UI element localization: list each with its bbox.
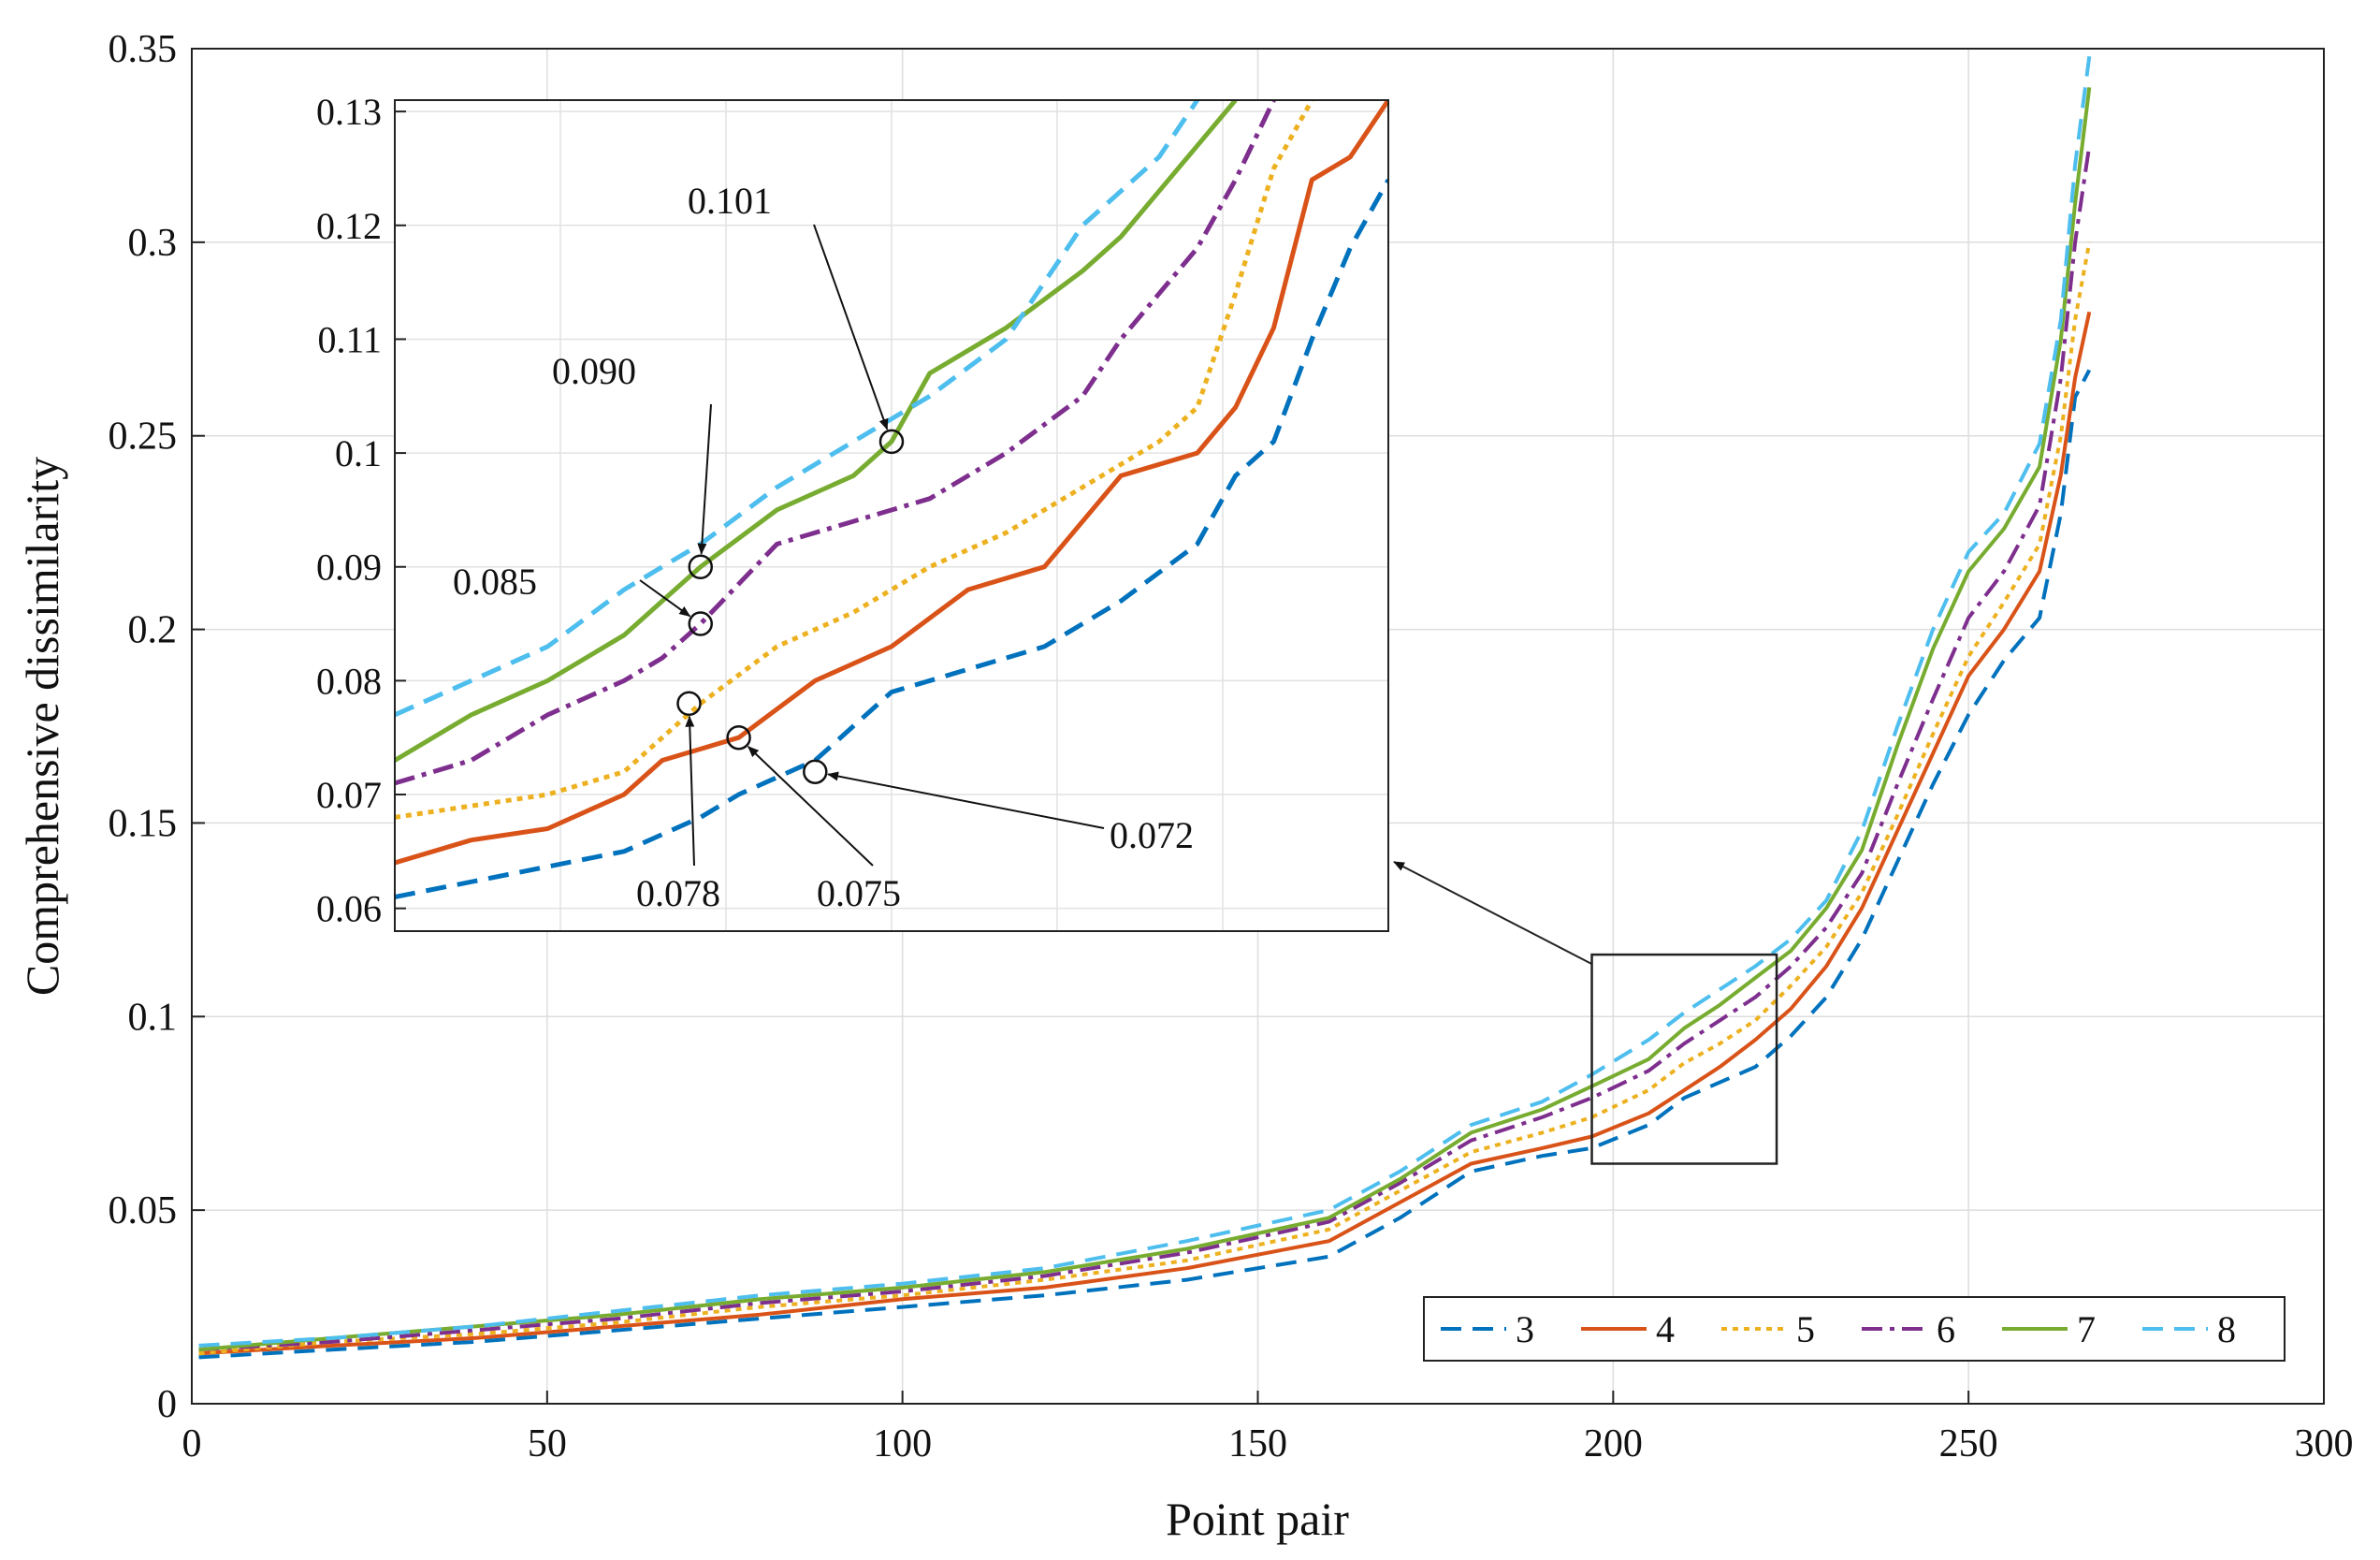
annotation-marker bbox=[878, 429, 905, 455]
y-axis-title: Comprehensive dissimilarity bbox=[16, 457, 68, 996]
y-tick-label: 0.25 bbox=[109, 416, 178, 459]
y-axis-ticks: 0 0.05 0.1 0.15 0.2 0.25 0.3 0.35 bbox=[109, 28, 205, 1426]
x-axis-title: Point pair bbox=[1166, 1493, 1349, 1545]
zoom-connector-arrow bbox=[1393, 861, 1593, 965]
inset-y-tick-label: 0.1 bbox=[335, 432, 382, 474]
inset-y-tick-label: 0.06 bbox=[316, 888, 382, 930]
annotation-label: 0.075 bbox=[817, 872, 901, 914]
inset-plot: 0.06 0.07 0.08 0.09 0.1 0.11 0.12 0.13 0.101 0.0… bbox=[316, 91, 1389, 932]
annotation-arrow bbox=[827, 771, 1105, 829]
series-line-7 bbox=[198, 87, 2092, 1352]
annotation-label: 0.090 bbox=[552, 350, 636, 392]
legend-label-8: 8 bbox=[2217, 1308, 2236, 1350]
annotation-arrow bbox=[639, 579, 691, 618]
annotation-arrow bbox=[747, 746, 874, 867]
main-series-lines bbox=[198, 56, 2092, 1360]
zoom-region-box bbox=[1590, 953, 1778, 1165]
annotation-marker bbox=[688, 554, 714, 579]
y-tick-label: 0 bbox=[157, 1383, 177, 1426]
annotation-marker bbox=[688, 611, 714, 636]
y-tick-label: 0.1 bbox=[128, 996, 178, 1039]
x-tick-label: 200 bbox=[1584, 1422, 1643, 1465]
x-tick-label: 300 bbox=[2295, 1422, 2354, 1465]
y-tick-label: 0.15 bbox=[109, 802, 178, 845]
annotation-marker bbox=[803, 759, 828, 784]
y-tick-label: 0.3 bbox=[128, 222, 178, 265]
legend-label-6: 6 bbox=[1937, 1308, 1955, 1350]
series-line-3 bbox=[198, 369, 2092, 1360]
y-tick-label: 0.05 bbox=[109, 1189, 178, 1232]
annotation-label: 0.085 bbox=[453, 561, 537, 603]
legend-label-3: 3 bbox=[1516, 1308, 1534, 1350]
legend-items: 3 4 5 6 7 8 bbox=[1441, 1308, 2236, 1350]
annotation-arrow bbox=[697, 403, 712, 555]
legend-label-7: 7 bbox=[2077, 1308, 2096, 1350]
y-tick-label: 0.35 bbox=[109, 28, 178, 71]
annotation-label: 0.101 bbox=[688, 180, 772, 222]
inset-series-line-4 bbox=[395, 100, 1388, 866]
x-tick-label: 50 bbox=[528, 1422, 567, 1465]
legend: 3 4 5 6 7 8 bbox=[1423, 1296, 2286, 1362]
series-line-8 bbox=[198, 56, 2092, 1348]
annotation-marker bbox=[726, 724, 751, 751]
annotation-marker bbox=[676, 691, 702, 716]
x-tick-label: 100 bbox=[873, 1422, 932, 1465]
annotation-arrow bbox=[813, 224, 889, 430]
inset-y-tick-label: 0.11 bbox=[317, 318, 382, 360]
inset-series-line-6 bbox=[395, 100, 1276, 786]
inset-series-line-8 bbox=[395, 100, 1199, 718]
y-tick-label: 0.2 bbox=[128, 609, 178, 652]
legend-box bbox=[1423, 1296, 2286, 1362]
inset-y-tick-label: 0.12 bbox=[316, 205, 382, 247]
inset-series-line-7 bbox=[395, 100, 1238, 763]
inset-plot-frame bbox=[394, 99, 1389, 932]
inset-annotations: 0.101 0.090 0.085 0.078 0.075 0.072 bbox=[453, 180, 1194, 914]
inset-y-tick-label: 0.08 bbox=[316, 660, 382, 702]
inset-y-tick-label: 0.13 bbox=[316, 91, 382, 133]
x-axis-ticks: 0 50 100 150 200 250 300 bbox=[182, 1391, 2354, 1465]
x-tick-label: 0 bbox=[182, 1422, 202, 1465]
annotation-arrow bbox=[685, 715, 695, 867]
legend-label-4: 4 bbox=[1656, 1308, 1675, 1350]
inset-gridlines bbox=[395, 100, 1388, 931]
series-line-4 bbox=[198, 311, 2092, 1356]
x-tick-label: 250 bbox=[1939, 1422, 1998, 1465]
annotation-label: 0.072 bbox=[1110, 814, 1194, 856]
annotation-label: 0.078 bbox=[636, 872, 720, 914]
legend-label-5: 5 bbox=[1796, 1308, 1815, 1350]
series-line-6 bbox=[198, 145, 2092, 1352]
inset-series-lines bbox=[395, 100, 1388, 899]
inset-y-axis-ticks: 0.06 0.07 0.08 0.09 0.1 0.11 0.12 0.13 bbox=[316, 91, 406, 930]
inset-series-line-5 bbox=[395, 100, 1314, 820]
x-tick-label: 150 bbox=[1228, 1422, 1287, 1465]
inset-y-tick-label: 0.07 bbox=[316, 774, 382, 816]
inset-y-tick-label: 0.09 bbox=[316, 547, 382, 589]
